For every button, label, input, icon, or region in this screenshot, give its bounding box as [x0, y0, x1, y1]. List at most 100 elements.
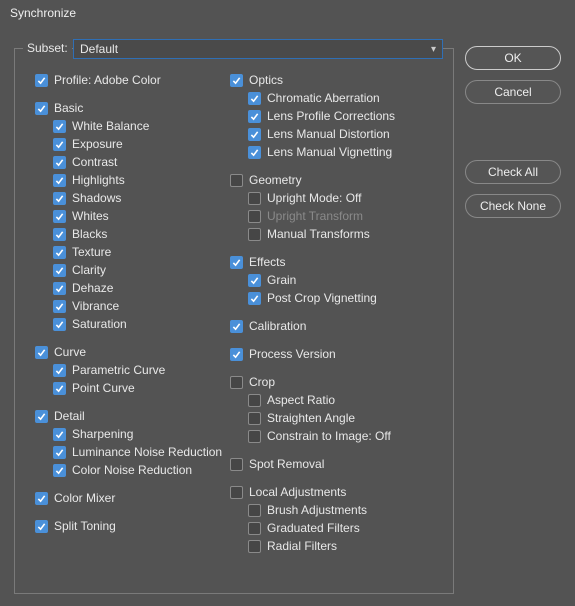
option-row-dehaze: Dehaze: [35, 279, 230, 297]
option-row-basic: Basic: [35, 99, 230, 117]
label-lens-manual-vignetting: Lens Manual Vignetting: [267, 145, 392, 159]
checkbox-straighten-angle[interactable]: [248, 412, 261, 425]
checkbox-exposure[interactable]: [53, 138, 66, 151]
label-blacks: Blacks: [72, 227, 107, 241]
checkbox-color-mixer[interactable]: [35, 492, 48, 505]
checkbox-lens-profile-corrections[interactable]: [248, 110, 261, 123]
checkbox-blacks[interactable]: [53, 228, 66, 241]
checkbox-point-curve[interactable]: [53, 382, 66, 395]
option-row-whites: Whites: [35, 207, 230, 225]
label-spot-removal: Spot Removal: [249, 457, 324, 471]
checkbox-constrain-to-image[interactable]: [248, 430, 261, 443]
label-calibration: Calibration: [249, 319, 306, 333]
checkbox-optics[interactable]: [230, 74, 243, 87]
checkbox-sharpening[interactable]: [53, 428, 66, 441]
checkbox-profile[interactable]: [35, 74, 48, 87]
checkbox-whites[interactable]: [53, 210, 66, 223]
subset-value: Default: [80, 42, 118, 56]
option-row-post-crop-vignetting: Post Crop Vignetting: [230, 289, 435, 307]
label-radial-filters: Radial Filters: [267, 539, 337, 553]
option-row-optics: Optics: [230, 71, 435, 89]
checkbox-dehaze[interactable]: [53, 282, 66, 295]
label-crop: Crop: [249, 375, 275, 389]
label-lens-manual-distortion: Lens Manual Distortion: [267, 127, 390, 141]
option-row-aspect-ratio: Aspect Ratio: [230, 391, 435, 409]
option-row-manual-transforms: Manual Transforms: [230, 225, 435, 243]
label-shadows: Shadows: [72, 191, 121, 205]
checkbox-saturation[interactable]: [53, 318, 66, 331]
option-row-profile: Profile: Adobe Color: [35, 71, 230, 89]
checkbox-white-balance[interactable]: [53, 120, 66, 133]
label-process-version: Process Version: [249, 347, 336, 361]
checkbox-contrast[interactable]: [53, 156, 66, 169]
label-luminance-noise-reduction: Luminance Noise Reduction: [72, 445, 222, 459]
checkbox-clarity[interactable]: [53, 264, 66, 277]
checkbox-radial-filters[interactable]: [248, 540, 261, 553]
option-row-highlights: Highlights: [35, 171, 230, 189]
checkbox-process-version[interactable]: [230, 348, 243, 361]
checkbox-spot-removal[interactable]: [230, 458, 243, 471]
checkbox-curve[interactable]: [35, 346, 48, 359]
checkbox-color-noise-reduction[interactable]: [53, 464, 66, 477]
checkbox-manual-transforms[interactable]: [248, 228, 261, 241]
label-sharpening: Sharpening: [72, 427, 133, 441]
label-curve: Curve: [54, 345, 86, 359]
label-highlights: Highlights: [72, 173, 125, 187]
checkbox-shadows[interactable]: [53, 192, 66, 205]
checkbox-lens-manual-vignetting[interactable]: [248, 146, 261, 159]
label-upright-mode: Upright Mode: Off: [267, 191, 362, 205]
right-column: Optics Chromatic Aberration Lens Profile C…: [230, 71, 435, 555]
option-row-calibration: Calibration: [230, 317, 435, 335]
checkbox-highlights[interactable]: [53, 174, 66, 187]
checkbox-post-crop-vignetting[interactable]: [248, 292, 261, 305]
cancel-button[interactable]: Cancel: [465, 80, 561, 104]
checkbox-calibration[interactable]: [230, 320, 243, 333]
option-row-texture: Texture: [35, 243, 230, 261]
label-split-toning: Split Toning: [54, 519, 116, 533]
option-row-color-mixer: Color Mixer: [35, 489, 230, 507]
checkbox-basic[interactable]: [35, 102, 48, 115]
checkbox-effects[interactable]: [230, 256, 243, 269]
checkbox-aspect-ratio[interactable]: [248, 394, 261, 407]
label-color-noise-reduction: Color Noise Reduction: [72, 463, 192, 477]
checkbox-grain[interactable]: [248, 274, 261, 287]
settings-frame: Subset: Default ▾ Profile: Adobe ColorBa…: [14, 48, 454, 594]
checkbox-local-adjustments[interactable]: [230, 486, 243, 499]
checkbox-brush-adjustments[interactable]: [248, 504, 261, 517]
option-row-exposure: Exposure: [35, 135, 230, 153]
ok-button[interactable]: OK: [465, 46, 561, 70]
label-basic: Basic: [54, 101, 83, 115]
checkbox-lens-manual-distortion[interactable]: [248, 128, 261, 141]
subset-label: Subset:: [23, 41, 72, 55]
chevron-down-icon: ▾: [431, 44, 436, 55]
checkbox-chromatic-aberration[interactable]: [248, 92, 261, 105]
checkbox-graduated-filters[interactable]: [248, 522, 261, 535]
checkbox-vibrance[interactable]: [53, 300, 66, 313]
option-row-grain: Grain: [230, 271, 435, 289]
left-column: Profile: Adobe ColorBasicWhite BalanceEx…: [15, 71, 230, 555]
checkbox-upright-transform: [248, 210, 261, 223]
checkbox-luminance-noise-reduction[interactable]: [53, 446, 66, 459]
checkbox-detail[interactable]: [35, 410, 48, 423]
checkbox-split-toning[interactable]: [35, 520, 48, 533]
option-row-curve: Curve: [35, 343, 230, 361]
checkbox-geometry[interactable]: [230, 174, 243, 187]
checkbox-crop[interactable]: [230, 376, 243, 389]
check-all-button[interactable]: Check All: [465, 160, 561, 184]
label-geometry: Geometry: [249, 173, 302, 187]
option-row-lens-manual-vignetting: Lens Manual Vignetting: [230, 143, 435, 161]
subset-select[interactable]: Default ▾: [73, 39, 443, 59]
option-row-effects: Effects: [230, 253, 435, 271]
check-none-button[interactable]: Check None: [465, 194, 561, 218]
label-graduated-filters: Graduated Filters: [267, 521, 360, 535]
checkbox-texture[interactable]: [53, 246, 66, 259]
checkbox-upright-mode[interactable]: [248, 192, 261, 205]
option-row-blacks: Blacks: [35, 225, 230, 243]
option-row-vibrance: Vibrance: [35, 297, 230, 315]
label-lens-profile-corrections: Lens Profile Corrections: [267, 109, 395, 123]
checkbox-parametric-curve[interactable]: [53, 364, 66, 377]
label-dehaze: Dehaze: [72, 281, 113, 295]
label-chromatic-aberration: Chromatic Aberration: [267, 91, 380, 105]
button-sidebar: OK Cancel Check All Check None: [465, 46, 561, 218]
label-detail: Detail: [54, 409, 85, 423]
